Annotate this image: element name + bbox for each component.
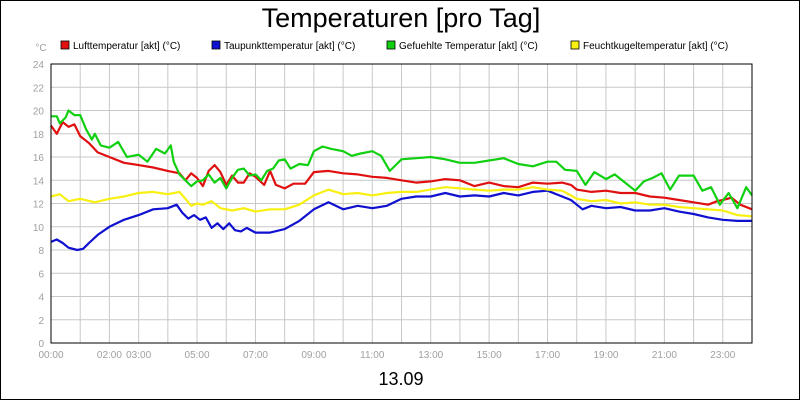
x-tick-label: 13:00 [418, 350, 443, 361]
y-tick-label: 24 [33, 60, 45, 71]
legend-label: Lufttemperatur [akt] (°C) [73, 41, 180, 52]
legend-swatch [60, 40, 70, 50]
x-tick-label: 17:00 [535, 350, 560, 361]
legend-swatch [386, 40, 396, 50]
chart-title: Temperaturen [pro Tag] [261, 3, 541, 33]
plot-border [50, 63, 753, 344]
y-tick-label: 18 [33, 130, 45, 141]
y-tick-label: 12 [33, 200, 45, 211]
series-line-1 [50, 120, 753, 211]
series-line-4 [50, 186, 753, 218]
x-tick-label: 11:00 [360, 350, 385, 361]
y-tick-label: 4 [38, 293, 44, 304]
x-tick-label: 03:00 [126, 350, 151, 361]
y-tick-label: 20 [33, 107, 45, 118]
series-lines [50, 109, 753, 252]
legend: Lufttemperatur [akt] (°C) Taupunkttempera… [60, 40, 728, 52]
legend-label: Gefuehlte Temperatur [akt] (°C) [399, 41, 538, 52]
x-tick-label: 05:00 [185, 350, 210, 361]
x-tick-label: 21:00 [652, 350, 677, 361]
legend-swatch [570, 40, 580, 50]
date-label: 13.09 [378, 369, 424, 389]
y-tick-label: 10 [33, 223, 45, 234]
x-tick-label: 15:00 [477, 350, 502, 361]
x-tick-label: 09:00 [301, 350, 326, 361]
x-tick-label: 23:00 [710, 350, 735, 361]
y-tick-label: 0 [38, 339, 44, 350]
y-tick-label: 8 [38, 246, 44, 257]
x-tick-label: 02:00 [97, 350, 122, 361]
series-line-2 [50, 189, 752, 252]
y-tick-label: 16 [33, 153, 45, 164]
y-unit-label: °C [35, 43, 46, 54]
y-tick-label: 2 [38, 316, 44, 327]
y-tick-label: 22 [33, 83, 45, 94]
x-tick-label: 00:00 [38, 350, 63, 361]
legend-label: Taupunkttemperatur [akt] (°C) [224, 41, 355, 52]
y-tick-label: 6 [38, 269, 44, 280]
grid [51, 64, 752, 343]
series-line-3 [51, 109, 753, 210]
x-tick-label: 19:00 [593, 350, 618, 361]
legend-swatch [211, 40, 221, 50]
x-tick-label: 07:00 [243, 350, 268, 361]
y-tick-label: 14 [33, 176, 45, 187]
legend-label: Feuchtkugeltemperatur [akt] (°C) [583, 41, 728, 52]
